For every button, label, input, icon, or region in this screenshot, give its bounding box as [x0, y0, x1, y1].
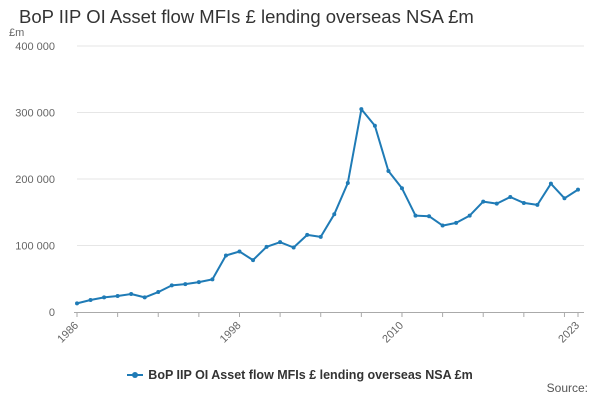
data-point: [210, 277, 215, 282]
data-point: [345, 180, 350, 185]
data-point: [576, 187, 580, 192]
legend-item[interactable]: BoP IIP OI Asset flow MFIs £ lending ove…: [127, 368, 473, 382]
data-point: [169, 283, 174, 288]
data-point: [481, 199, 486, 204]
data-point: [386, 169, 391, 174]
legend-label: BoP IIP OI Asset flow MFIs £ lending ove…: [148, 368, 473, 382]
data-point: [427, 214, 432, 219]
data-point: [156, 290, 161, 295]
data-point: [183, 282, 188, 287]
data-point: [142, 295, 147, 300]
data-point: [535, 202, 540, 207]
x-tick-label: 1998: [218, 320, 244, 346]
data-point: [440, 223, 445, 228]
data-point: [223, 253, 228, 258]
source-label: Source:: [546, 381, 588, 395]
data-point: [102, 295, 107, 300]
data-point: [372, 123, 377, 128]
series-line: [76, 108, 579, 305]
data-point: [548, 181, 553, 186]
data-point: [332, 212, 337, 217]
legend: BoP IIP OI Asset flow MFIs £ lending ove…: [0, 365, 600, 382]
x-tick-label: 2010: [380, 320, 406, 346]
chart-title: BoP IIP OI Asset flow MFIs £ lending ove…: [19, 6, 474, 27]
data-point: [508, 194, 513, 199]
data-point: [305, 232, 310, 237]
data-point: [521, 200, 526, 205]
data-point: [291, 245, 296, 250]
y-tick-label: 300 000: [15, 108, 55, 120]
x-tick-label: 1986: [55, 320, 81, 346]
data-point: [467, 213, 472, 218]
data-point: [318, 234, 323, 239]
data-point: [454, 220, 459, 225]
data-point: [359, 107, 364, 112]
data-point: [75, 301, 79, 306]
data-point: [494, 201, 499, 206]
data-point: [196, 280, 201, 285]
data-point: [88, 298, 93, 303]
legend-line-marker-icon: [127, 372, 144, 378]
data-point: [413, 213, 418, 218]
data-point: [278, 240, 283, 245]
data-point: [115, 294, 120, 299]
y-tick-label: 400 000: [15, 41, 55, 53]
data-point: [399, 186, 404, 191]
data-point: [129, 292, 134, 297]
data-point: [562, 196, 567, 201]
data-point: [264, 244, 269, 249]
y-axis-unit-label: £m: [9, 27, 24, 39]
y-tick-label: 0: [49, 307, 55, 319]
data-point: [251, 258, 256, 263]
data-point: [237, 249, 242, 254]
y-tick-label: 100 000: [15, 241, 55, 253]
x-tick-label: 2023: [556, 320, 582, 346]
y-tick-label: 200 000: [15, 174, 55, 186]
